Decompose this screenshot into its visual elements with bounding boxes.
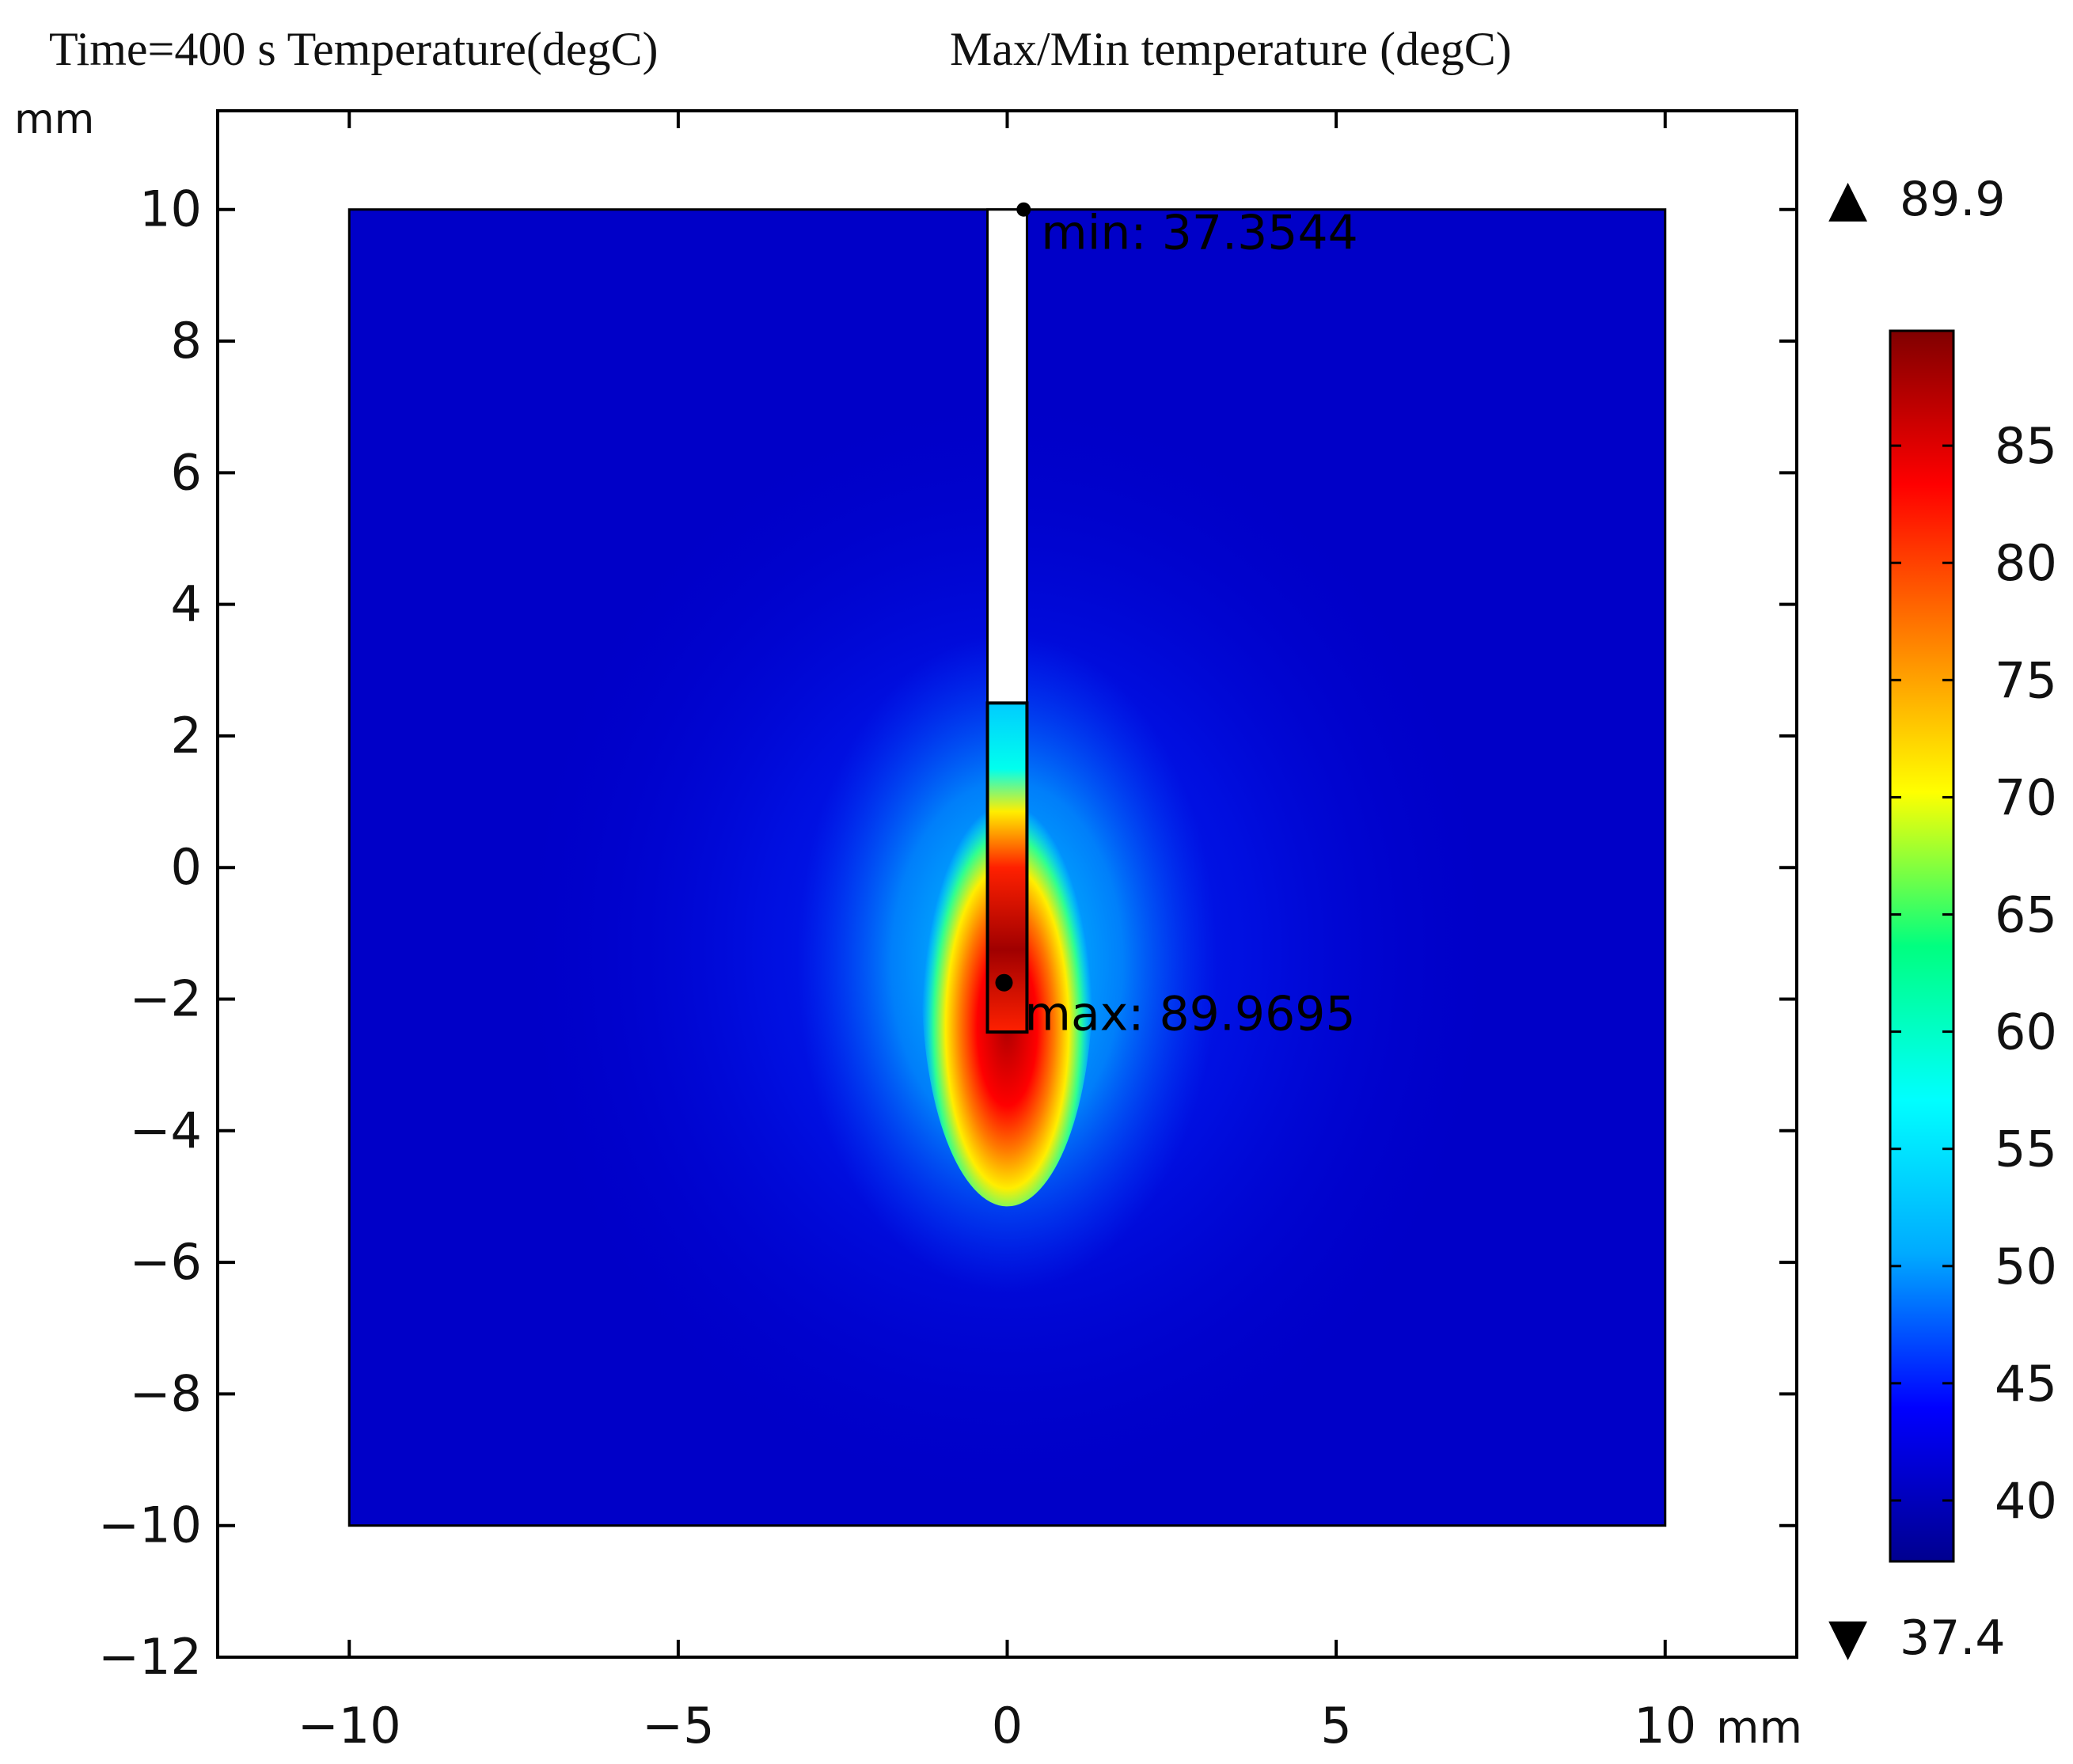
colorbar-tick-label: 55: [1995, 1121, 2057, 1178]
y-tick-label: 8: [171, 312, 202, 370]
x-axis: −10 −5 0 5 10 mm: [298, 111, 1802, 1755]
plot-subtitle: Max/Min temperature (degC): [950, 23, 1512, 75]
x-tick-label: −5: [642, 1697, 714, 1755]
y-tick-label: −2: [130, 970, 202, 1028]
x-tick-label: 0: [992, 1697, 1023, 1755]
y-tick-label: 6: [171, 443, 202, 501]
y-tick-label: 0: [171, 838, 202, 896]
y-tick-label: −8: [130, 1364, 202, 1422]
colorbar-tick-label: 40: [1995, 1472, 2057, 1530]
max-label: max: 89.9695: [1025, 987, 1356, 1042]
colorbar-tick-label: 70: [1995, 768, 2057, 826]
colorbar-tick-label: 75: [1995, 651, 2057, 709]
x-tick-label: 10: [1634, 1697, 1696, 1755]
colorbar-tick-label: 50: [1995, 1238, 2057, 1295]
plot-title: Time=400 s Temperature(degC): [49, 23, 659, 75]
colorbar-max-label: 89.9: [1900, 172, 2006, 227]
colorbar-max-triangle: ▲: [1828, 169, 1868, 228]
min-label: min: 37.3544: [1041, 206, 1358, 261]
colorbar-tick-label: 65: [1995, 886, 2057, 944]
y-tick-label: 10: [139, 180, 202, 238]
probe-shaft: [986, 208, 1028, 704]
x-unit-label: mm: [1716, 1702, 1802, 1754]
min-marker: [1016, 202, 1031, 217]
colorbar-tick-label: 80: [1995, 534, 2057, 592]
colorbar-tick-label: 85: [1995, 417, 2057, 475]
colorbar-tick-label: 45: [1995, 1355, 2057, 1413]
y-axis: 10 8 6 4 2 0 −2 −4 −6 −8 −10 −12: [98, 180, 1797, 1686]
y-tick-label: 2: [171, 707, 202, 764]
y-tick-label: −10: [98, 1497, 202, 1554]
y-tick-label: −4: [130, 1102, 202, 1159]
x-tick-label: −10: [298, 1697, 401, 1755]
y-unit-label: mm: [14, 96, 94, 143]
max-marker: [995, 973, 1013, 992]
colorbar-ticks: 85 80 75 70 65 60 55 50 45 40: [1890, 417, 2057, 1530]
colorbar-min-triangle: ▼: [1828, 1608, 1868, 1667]
y-tick-label: 4: [171, 575, 202, 633]
colorbar-min-label: 37.4: [1900, 1610, 2006, 1666]
colorbar-tick-label: 60: [1995, 1003, 2057, 1061]
y-tick-label: −12: [98, 1628, 202, 1686]
colorbar: [1889, 329, 1955, 1563]
y-tick-label: −6: [130, 1233, 202, 1291]
x-tick-label: 5: [1320, 1697, 1351, 1755]
